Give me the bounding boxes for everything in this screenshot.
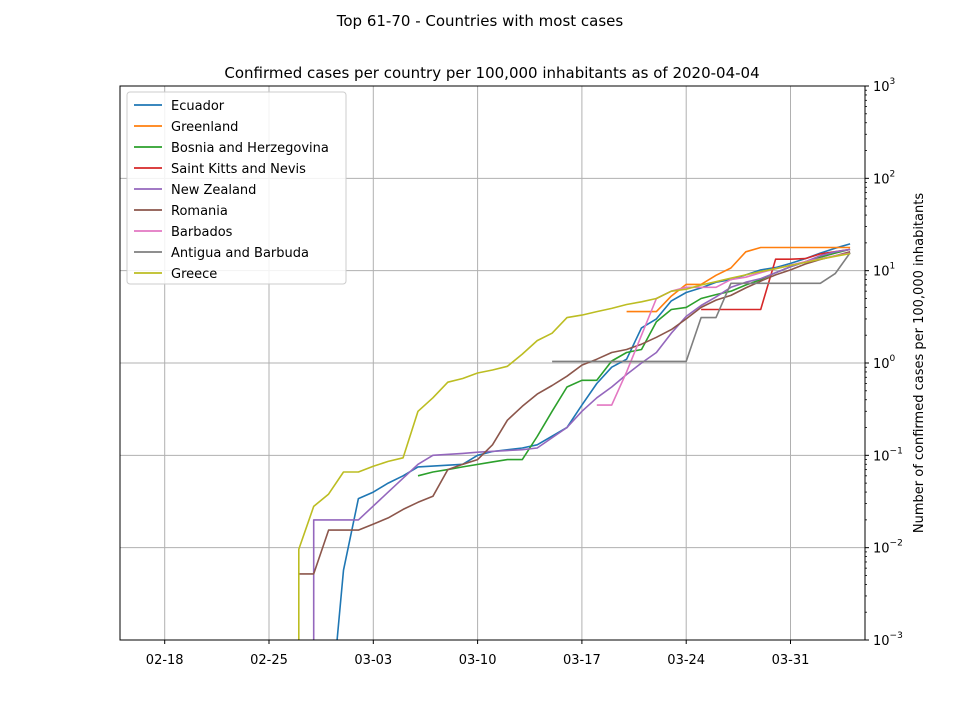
x-tick-label: 03-31 (772, 653, 810, 668)
series-lines (297, 243, 851, 640)
legend-label: Saint Kitts and Nevis (171, 162, 306, 177)
legend-label: Romania (171, 204, 228, 219)
series-line-greece (297, 252, 851, 640)
legend-label: Antigua and Barbuda (171, 246, 309, 261)
legend-label: New Zealand (171, 183, 256, 198)
legend-label: Greece (171, 267, 217, 282)
legend-label: Greenland (171, 120, 238, 135)
x-tick-label: 02-18 (146, 653, 184, 668)
x-tick-label: 03-10 (459, 653, 497, 668)
series-line-greenland (626, 246, 851, 313)
legend: Ecuador Greenland Bosnia and Herzegovina Sa… (126, 91, 347, 285)
x-tick-label: 03-24 (667, 653, 705, 668)
legend-label: Bosnia and Herzegovina (171, 141, 329, 156)
legend-label: Barbados (171, 225, 233, 240)
x-tick-label: 02-25 (250, 653, 288, 668)
plot-area: 02-18 02-25 03-03 03-10 03-17 03-24 03-31 10−3… (119, 77, 927, 668)
chart-title: Confirmed cases per country per 100,000 … (224, 64, 759, 82)
legend-box (126, 91, 347, 285)
y-axis-label: Number of confirmed cases per 100,000 in… (912, 193, 927, 533)
legend-label: Ecuador (171, 99, 225, 114)
x-axis: 02-18 02-25 03-03 03-10 03-17 03-24 03-31 (146, 640, 810, 668)
series-line-saint-kitts-and-nevis (701, 248, 851, 311)
series-line-antigua-and-barbuda (552, 252, 851, 363)
series-line-romania (298, 251, 851, 575)
figure-suptitle: Top 61-70 - Countries with most cases (336, 12, 624, 30)
series-line-new-zealand (312, 248, 851, 640)
x-tick-label: 03-03 (354, 653, 392, 668)
x-tick-label: 03-17 (563, 653, 601, 668)
